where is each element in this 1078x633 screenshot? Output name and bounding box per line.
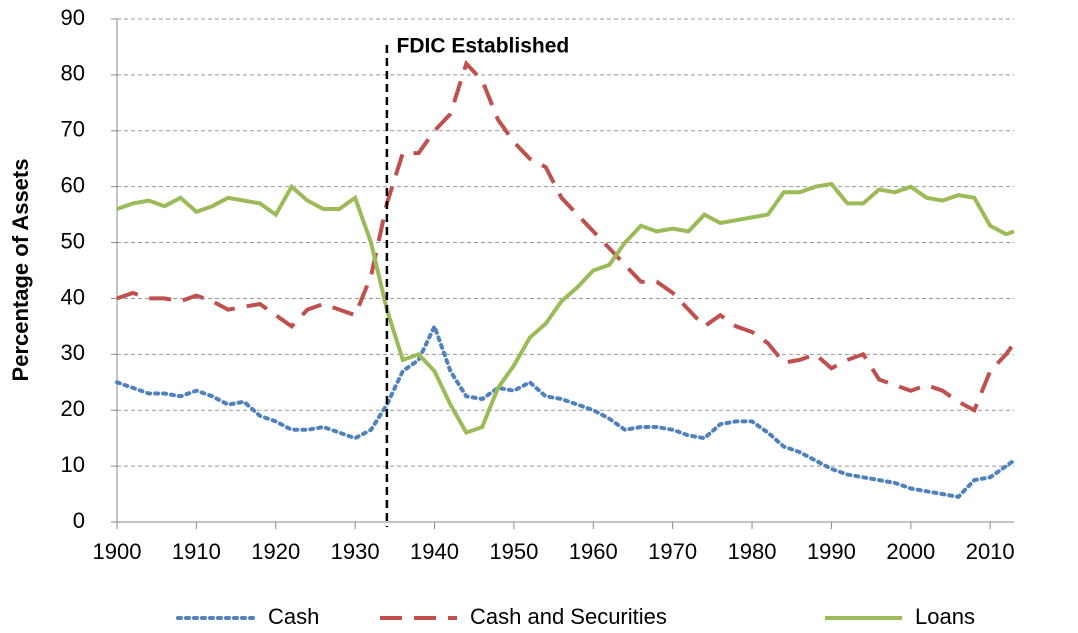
x-tick-label: 1930: [331, 539, 380, 564]
x-tick-label: 1900: [93, 539, 142, 564]
y-axis-title: Percentage of Assets: [8, 159, 33, 382]
x-tick-label: 1970: [648, 539, 697, 564]
y-tick-label: 10: [61, 452, 85, 477]
y-tick-label: 60: [61, 172, 85, 197]
x-tick-label: 1980: [728, 539, 777, 564]
y-tick-label: 70: [61, 117, 85, 142]
legend-label: Loans: [915, 604, 975, 629]
legend-label: Cash: [268, 604, 319, 629]
y-tick-label: 30: [61, 340, 85, 365]
x-tick-label: 1910: [172, 539, 221, 564]
series-line: [116, 181, 1015, 436]
x-tick-label: 1940: [410, 539, 459, 564]
legend-label: Cash and Securities: [470, 604, 667, 629]
y-tick-label: 20: [61, 396, 85, 421]
x-tick-label: 2010: [966, 539, 1015, 564]
x-tick-label: 1990: [807, 539, 856, 564]
x-tick-label: 1960: [569, 539, 618, 564]
series-line: [115, 321, 1016, 500]
series-line: [116, 59, 1016, 414]
y-tick-label: 80: [61, 61, 85, 86]
y-tick-label: 90: [61, 5, 85, 30]
annotation-label: FDIC Established: [397, 35, 570, 58]
x-tick-label: 1950: [489, 539, 538, 564]
y-tick-label: 40: [61, 284, 85, 309]
x-tick-label: 2000: [886, 539, 935, 564]
x-tick-label: 1920: [251, 539, 300, 564]
y-tick-label: 0: [73, 508, 85, 533]
y-tick-label: 50: [61, 228, 85, 253]
